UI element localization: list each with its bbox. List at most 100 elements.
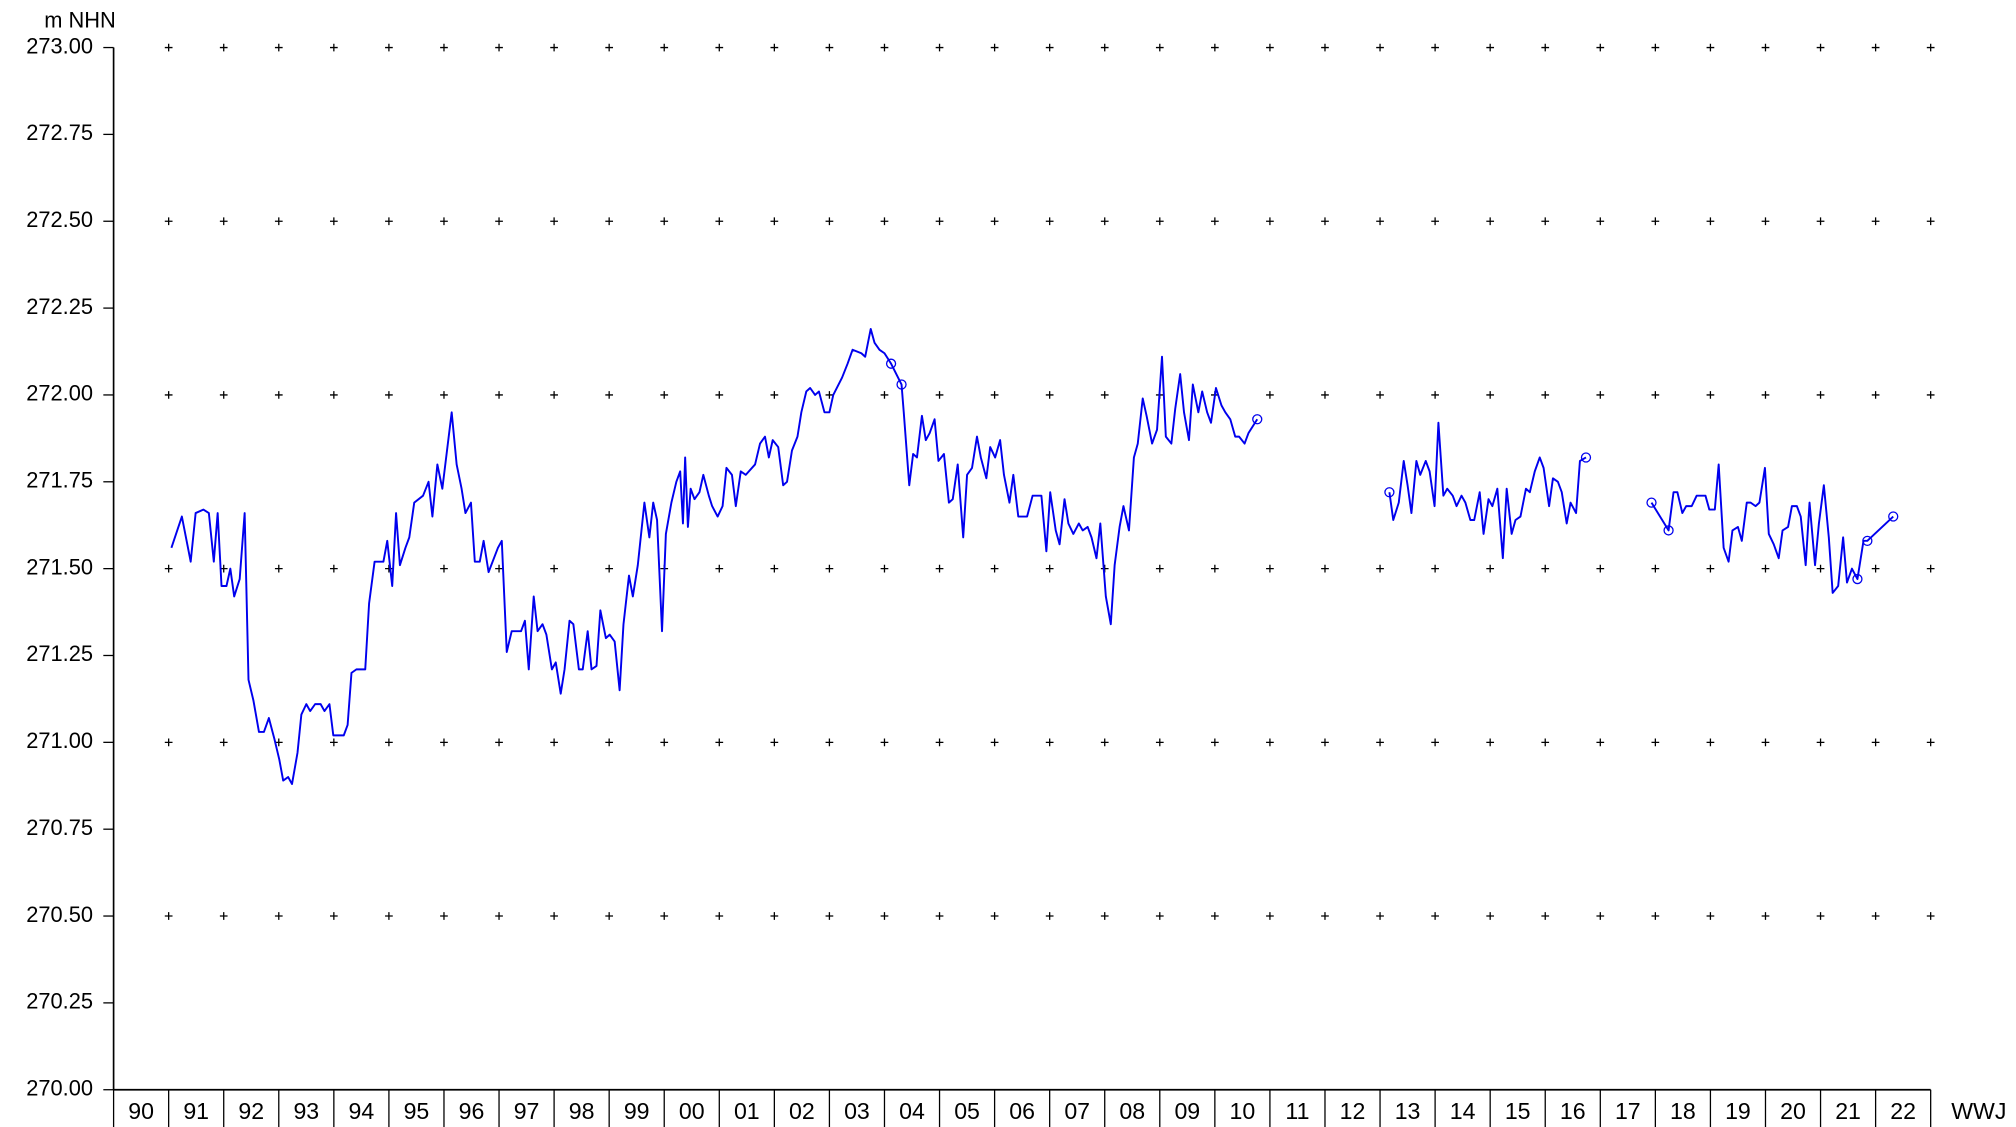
grid-mark: [715, 738, 724, 747]
x-tick-label: 14: [1450, 1098, 1476, 1124]
grid-mark: [219, 217, 228, 226]
grid-mark: [219, 391, 228, 399]
grid-mark: [1761, 564, 1770, 573]
grid-mark: [1376, 43, 1384, 52]
grid-mark: [1431, 738, 1439, 747]
grid-mark: [1155, 564, 1164, 573]
x-tick-label: 06: [1009, 1098, 1035, 1124]
y-tick-label: 271.50: [26, 554, 93, 579]
grid-mark: [1706, 912, 1715, 920]
grid-mark: [1376, 738, 1384, 747]
grid-mark: [164, 217, 173, 226]
grid-mark: [1431, 43, 1439, 52]
grid-mark: [1706, 43, 1715, 52]
grid-mark: [1155, 912, 1164, 920]
grid-mark: [990, 564, 999, 573]
grid-mark: [550, 43, 558, 52]
grid-mark: [935, 217, 944, 226]
grid-mark: [1651, 738, 1660, 747]
grid-mark: [1266, 43, 1274, 52]
grid-mark: [495, 43, 503, 52]
grid-mark: [1376, 564, 1384, 573]
y-tick-label: 272.00: [26, 381, 93, 406]
x-tick-label: 92: [238, 1098, 264, 1124]
grid-mark: [1816, 43, 1825, 52]
grid-mark: [825, 738, 834, 747]
grid-mark: [1926, 564, 1935, 573]
x-tick-label: 99: [624, 1098, 650, 1124]
grid-mark: [660, 217, 669, 226]
grid-mark: [1871, 391, 1880, 399]
grid-mark: [880, 564, 889, 573]
y-tick-label: 272.25: [26, 294, 93, 319]
y-tick-label: 270.00: [26, 1075, 93, 1100]
grid-mark: [495, 738, 503, 747]
grid-mark: [935, 391, 944, 399]
grid-mark: [1706, 564, 1715, 573]
grid-mark: [1211, 738, 1219, 747]
grid-mark: [385, 564, 393, 573]
grid-mark: [880, 217, 889, 226]
x-tick-label: 90: [128, 1098, 154, 1124]
grid-mark: [990, 43, 999, 52]
grid-mark: [1321, 738, 1329, 747]
grid-mark: [770, 391, 779, 399]
point-marker: [1580, 452, 1592, 463]
point-marker: [896, 379, 907, 390]
grid-mark: [935, 43, 944, 52]
grid-mark: [1266, 391, 1274, 399]
grid-mark: [1100, 43, 1109, 52]
grid-mark: [1651, 43, 1660, 52]
y-tick-label: 270.75: [26, 815, 93, 840]
grid-mark: [1651, 564, 1660, 573]
grid-mark: [990, 738, 999, 747]
grid-mark: [1266, 564, 1274, 573]
grid-mark: [1541, 564, 1550, 573]
grid-mark: [1761, 912, 1770, 920]
grid-mark: [1266, 738, 1274, 747]
grid-mark: [329, 43, 338, 52]
grid-mark: [164, 564, 173, 573]
grid-mark: [825, 391, 834, 399]
grid-mark: [770, 912, 779, 920]
x-tick-label: 02: [789, 1098, 815, 1124]
grid-mark: [770, 43, 779, 52]
grid-mark: [1871, 43, 1880, 52]
x-tick-label: 93: [293, 1098, 319, 1124]
grid-mark: [1761, 391, 1770, 399]
grid-mark: [385, 43, 393, 52]
grid-mark: [715, 564, 724, 573]
grid-mark: [990, 391, 999, 399]
grid-mark: [1321, 912, 1329, 920]
grid-mark: [1596, 391, 1605, 399]
x-tick-label: 00: [679, 1098, 705, 1124]
grid-mark: [1211, 912, 1219, 920]
grid-mark: [605, 564, 614, 573]
grid-mark: [1321, 391, 1329, 399]
grid-mark: [1651, 391, 1660, 399]
point-marker: [1252, 414, 1263, 425]
y-tick-label: 272.50: [26, 207, 93, 232]
grid-mark: [440, 391, 448, 399]
grid-mark: [1376, 912, 1384, 920]
grid-mark: [274, 912, 283, 920]
grid-mark: [1871, 738, 1880, 747]
grid-mark: [1926, 43, 1935, 52]
grid-mark: [1431, 217, 1439, 226]
grid-mark: [935, 738, 944, 747]
grid-mark: [1321, 43, 1329, 52]
grid-mark: [1541, 391, 1550, 399]
grid-mark: [1816, 738, 1825, 747]
y-tick-label: 271.25: [26, 641, 93, 666]
x-tick-label: 94: [349, 1098, 375, 1124]
x-tick-label: 17: [1615, 1098, 1641, 1124]
grid-mark: [440, 912, 448, 920]
grid-mark: [1596, 43, 1605, 52]
grid-mark: [1486, 564, 1495, 573]
x-tick-label: 04: [899, 1098, 925, 1124]
x-tick-label: 03: [844, 1098, 870, 1124]
x-tick-label: 16: [1560, 1098, 1586, 1124]
grid-mark: [385, 912, 393, 920]
grid-mark: [274, 564, 283, 573]
grid-mark: [880, 43, 889, 52]
